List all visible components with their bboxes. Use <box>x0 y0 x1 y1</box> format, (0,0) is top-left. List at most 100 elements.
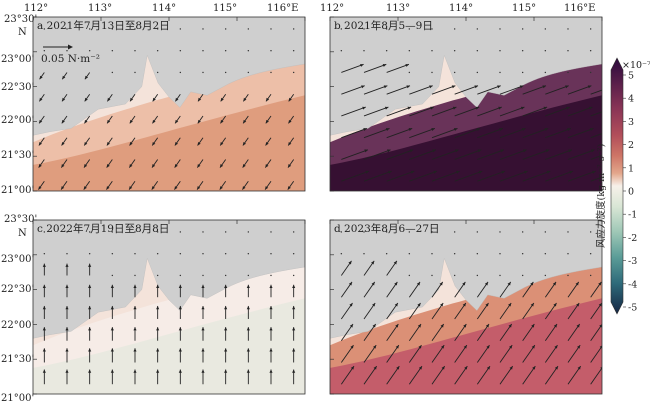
wind-arrow-a <box>264 180 272 190</box>
wind-arrow-a <box>265 93 272 102</box>
wind-arrow-b <box>567 149 595 160</box>
wind-arrow-a <box>196 180 204 190</box>
wind-arrow-a <box>224 71 227 74</box>
wind-arrow-d <box>522 302 535 320</box>
wind-arrow-c <box>201 284 205 298</box>
wind-arrow-a <box>151 159 159 168</box>
wind-arrow-c <box>270 274 272 277</box>
wind-arrow-c <box>179 253 182 255</box>
wind-arrow-b <box>386 170 415 182</box>
wind-arrow-d <box>476 281 489 298</box>
wind-arrow-c <box>247 231 250 233</box>
wind-arrow-d <box>544 365 559 385</box>
wind-arrow-b <box>408 28 411 30</box>
wind-arrow-d <box>431 365 446 385</box>
wind-arrow-d <box>499 274 501 277</box>
wind-arrow-c <box>224 284 228 298</box>
wind-arrow-b <box>454 170 483 182</box>
wind-arrow-a <box>174 93 181 102</box>
y-tick-2-a: 22°30' <box>1 82 34 93</box>
wind-arrow-c <box>133 369 137 385</box>
wind-arrow-a <box>128 159 136 168</box>
wind-arrow-c <box>111 231 114 233</box>
wind-arrow-d <box>431 302 444 320</box>
wind-arrow-d <box>363 323 377 341</box>
wind-arrow-d <box>589 253 592 255</box>
wind-arrow-d <box>590 366 602 385</box>
wind-arrow-c <box>65 327 69 341</box>
wind-arrow-a <box>270 50 272 52</box>
wind-arrow-b <box>409 170 438 182</box>
wind-arrow-d <box>454 365 468 385</box>
wind-arrow-d <box>386 260 398 276</box>
wind-arrow-c <box>202 253 204 255</box>
wind-arrow-c <box>156 253 159 255</box>
wind-arrow-b <box>363 128 390 139</box>
curl-deep-c <box>33 298 305 394</box>
wind-arrow-a <box>152 93 159 102</box>
wind-arrow-d <box>476 302 489 320</box>
wind-arrow-c <box>224 274 227 277</box>
wind-arrow-b <box>386 63 410 73</box>
wind-arrow-c <box>156 274 159 277</box>
wind-arrow-a <box>129 137 136 146</box>
wind-arrow-a <box>88 50 91 52</box>
wind-arrow-c <box>246 327 250 341</box>
wind-arrow-d <box>499 323 513 341</box>
wind-arrow-b <box>567 106 593 117</box>
svg-text:-5: -5 <box>628 303 637 314</box>
wind-arrow-c <box>111 253 114 255</box>
wind-arrow-c <box>269 369 273 385</box>
wind-arrow-a <box>265 115 272 124</box>
wind-arrow-b <box>589 71 592 74</box>
colorbar-tick: -3 <box>623 256 637 267</box>
y-tick-3-c: 22°00' <box>1 320 34 331</box>
wind-arrow-b <box>409 149 437 160</box>
y-axis-letter-c: N <box>18 228 27 239</box>
wind-arrow-a <box>61 72 68 80</box>
wind-arrow-d <box>386 281 398 298</box>
wind-arrow-a <box>83 180 91 190</box>
wind-arrow-b <box>341 149 369 160</box>
svg-text:5: 5 <box>628 71 634 82</box>
wind-arrow-c <box>110 348 114 363</box>
wind-arrow-d <box>567 231 569 233</box>
y-tick-3-a: 22°00' <box>1 115 34 126</box>
x-tick-2-right: 114° <box>449 3 473 14</box>
svg-text:3: 3 <box>628 117 634 128</box>
wind-arrow-a <box>220 115 227 124</box>
y-tick-top-c: 23°30' <box>4 214 37 225</box>
wind-arrow-b <box>589 50 592 52</box>
x-tick-0-right: 112° <box>320 3 344 14</box>
wind-arrow-b <box>340 50 343 52</box>
wind-arrow-d <box>340 253 343 255</box>
wind-arrow-b <box>522 149 550 160</box>
wind-arrow-d <box>340 281 353 298</box>
wind-arrow-a <box>84 72 91 80</box>
wind-arrow-d <box>385 253 388 255</box>
wind-arrow-b <box>385 28 388 30</box>
wind-arrow-b <box>590 111 602 117</box>
wind-arrow-b <box>431 71 433 74</box>
wind-arrow-c <box>292 284 296 298</box>
wind-arrow-a <box>106 115 113 124</box>
wind-arrow-d <box>567 253 569 255</box>
wind-arrow-d <box>453 274 456 277</box>
wind-arrow-d <box>386 323 399 341</box>
wind-arrow-d <box>589 231 592 233</box>
wind-arrow-d <box>340 344 354 363</box>
wind-arrow-b <box>341 63 364 73</box>
wind-arrow-b <box>341 170 370 182</box>
wind-arrow-a <box>174 180 181 190</box>
wind-arrow-c <box>111 274 114 277</box>
wind-arrow-a <box>247 28 250 30</box>
wind-arrow-c <box>224 348 228 363</box>
wind-arrow-a <box>111 71 114 74</box>
wind-arrow-d <box>476 365 491 385</box>
wind-arrow-c <box>65 369 69 385</box>
wind-arrow-b <box>386 106 412 117</box>
wind-arrow-d <box>454 281 466 298</box>
wind-arrow-d <box>590 323 602 341</box>
wind-arrow-c <box>110 305 114 319</box>
wind-arrow-a <box>224 50 227 52</box>
